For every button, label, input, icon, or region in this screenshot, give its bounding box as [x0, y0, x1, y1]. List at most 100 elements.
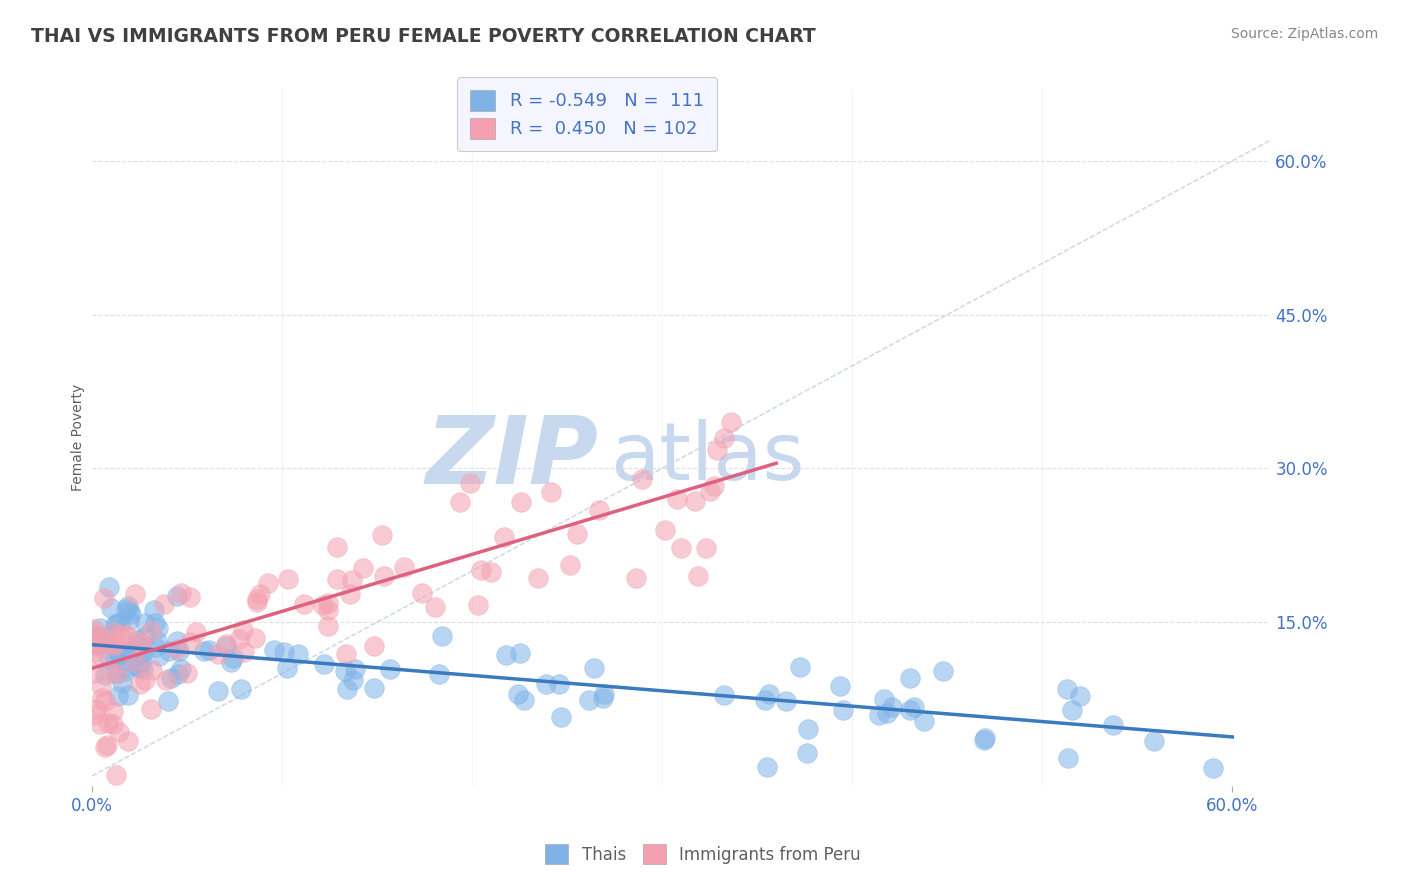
- Point: [179, 634, 201, 648]
- Point: [87, 647, 110, 661]
- Point: [1202, 761, 1225, 775]
- Point: [197, 643, 219, 657]
- Point: [339, 586, 361, 600]
- Point: [155, 673, 177, 687]
- Point: [467, 598, 489, 612]
- Point: [107, 645, 129, 659]
- Point: [118, 659, 141, 673]
- Point: [588, 502, 610, 516]
- Point: [83, 622, 105, 636]
- Point: [207, 647, 229, 661]
- Text: ZIP: ZIP: [426, 412, 599, 505]
- Point: [131, 638, 153, 652]
- Point: [903, 699, 925, 714]
- Point: [592, 690, 614, 705]
- Point: [87, 637, 110, 651]
- Point: [373, 569, 395, 583]
- Point: [340, 573, 363, 587]
- Point: [105, 666, 128, 681]
- Point: [89, 716, 111, 731]
- Point: [973, 732, 995, 747]
- Point: [207, 684, 229, 698]
- Point: [152, 597, 174, 611]
- Point: [89, 621, 111, 635]
- Point: [370, 528, 392, 542]
- Point: [131, 662, 153, 676]
- Point: [565, 527, 588, 541]
- Text: THAI VS IMMIGRANTS FROM PERU FEMALE POVERTY CORRELATION CHART: THAI VS IMMIGRANTS FROM PERU FEMALE POVE…: [31, 27, 815, 45]
- Point: [120, 607, 142, 621]
- Point: [316, 603, 339, 617]
- Point: [83, 627, 105, 641]
- Point: [139, 624, 162, 639]
- Point: [142, 603, 165, 617]
- Point: [318, 596, 340, 610]
- Point: [83, 666, 105, 681]
- Point: [84, 702, 107, 716]
- Point: [148, 649, 170, 664]
- Point: [98, 633, 121, 648]
- Point: [411, 586, 433, 600]
- Point: [335, 648, 357, 662]
- Point: [131, 645, 153, 659]
- Point: [423, 600, 446, 615]
- Point: [128, 649, 150, 664]
- Point: [184, 624, 207, 639]
- Point: [1101, 718, 1123, 732]
- Point: [97, 716, 120, 731]
- Point: [540, 485, 562, 500]
- Point: [831, 703, 853, 717]
- Point: [125, 658, 148, 673]
- Point: [193, 644, 215, 658]
- Point: [898, 703, 921, 717]
- Point: [316, 619, 339, 633]
- Point: [775, 693, 797, 707]
- Point: [94, 630, 117, 644]
- Point: [117, 734, 139, 748]
- Point: [170, 662, 193, 676]
- Point: [115, 602, 138, 616]
- Point: [550, 710, 572, 724]
- Point: [141, 702, 163, 716]
- Point: [479, 565, 502, 579]
- Point: [325, 572, 347, 586]
- Point: [83, 636, 105, 650]
- Point: [157, 694, 180, 708]
- Point: [84, 631, 107, 645]
- Point: [882, 700, 904, 714]
- Point: [685, 494, 707, 508]
- Point: [631, 472, 654, 486]
- Point: [167, 643, 190, 657]
- Point: [720, 416, 742, 430]
- Point: [654, 523, 676, 537]
- Point: [124, 655, 146, 669]
- Point: [256, 575, 278, 590]
- Point: [128, 677, 150, 691]
- Point: [98, 651, 121, 665]
- Point: [143, 640, 166, 654]
- Point: [83, 708, 105, 723]
- Point: [105, 768, 128, 782]
- Point: [492, 530, 515, 544]
- Point: [87, 630, 110, 644]
- Point: [789, 660, 811, 674]
- Point: [333, 664, 356, 678]
- Point: [287, 647, 309, 661]
- Point: [229, 681, 252, 696]
- Point: [148, 621, 170, 635]
- Point: [100, 600, 122, 615]
- Point: [176, 665, 198, 680]
- Point: [170, 585, 193, 599]
- Point: [166, 642, 188, 657]
- Point: [118, 644, 141, 658]
- Point: [134, 616, 156, 631]
- Point: [797, 723, 820, 737]
- Point: [117, 599, 139, 613]
- Point: [830, 679, 852, 693]
- Point: [117, 688, 139, 702]
- Point: [179, 591, 201, 605]
- Point: [160, 671, 183, 685]
- Point: [118, 613, 141, 627]
- Point: [94, 739, 117, 754]
- Point: [512, 693, 534, 707]
